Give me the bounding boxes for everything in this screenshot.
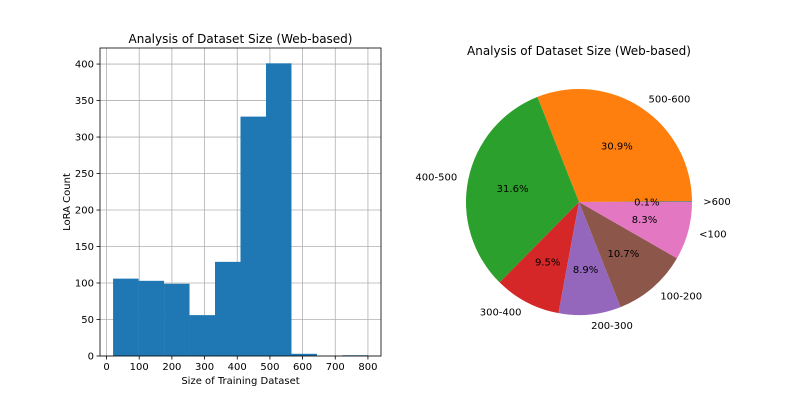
x-tick-label-0: 0 bbox=[103, 362, 109, 373]
pie-slice-4 bbox=[558, 202, 621, 315]
x-tick-label-6: 600 bbox=[293, 362, 312, 373]
y-tick-label-1: 50 bbox=[81, 315, 94, 326]
pie-chart: Analysis of Dataset Size (Web-based) >60… bbox=[415, 44, 730, 332]
histogram-chart: Analysis of Dataset Size (Web-based) 0 10… bbox=[62, 32, 382, 387]
x-tick-label-7: 700 bbox=[326, 362, 345, 373]
x-tick-label-8: 800 bbox=[358, 362, 377, 373]
pie-percentage-4: 8.9% bbox=[573, 265, 598, 276]
pie-label-1: 500-600 bbox=[649, 94, 691, 105]
histogram-plot-frame bbox=[99, 47, 382, 357]
pie-slice-1 bbox=[537, 89, 692, 202]
histogram-bars bbox=[113, 63, 368, 357]
pie-label-0: >600 bbox=[703, 197, 730, 208]
pie-percentages: 0.1% 30.9% 31.6% 9.5% 8.9% 10.7% 8.3% bbox=[497, 141, 660, 276]
histogram-y-axis-label: LoRA Count bbox=[62, 173, 73, 231]
pie-slice-2 bbox=[466, 96, 579, 283]
pie-slices bbox=[466, 89, 692, 315]
histogram-bar-2 bbox=[164, 283, 190, 356]
histogram-bar-3 bbox=[189, 315, 216, 356]
pie-percentage-6: 8.3% bbox=[632, 215, 657, 226]
histogram-x-ticks: 0 100 200 300 400 500 600 700 800 bbox=[103, 356, 377, 373]
y-tick-label-0: 0 bbox=[88, 352, 94, 363]
pie-slice-3 bbox=[499, 202, 579, 314]
histogram-bar-6 bbox=[265, 63, 292, 356]
pie-percentage-3: 9.5% bbox=[535, 258, 560, 269]
pie-title: Analysis of Dataset Size (Web-based) bbox=[467, 44, 691, 58]
pie-percentage-5: 10.7% bbox=[607, 249, 639, 260]
histogram-x-axis-label: Size of Training Dataset bbox=[181, 376, 299, 387]
pie-label-3: 300-400 bbox=[480, 308, 522, 319]
x-tick-label-5: 500 bbox=[260, 362, 279, 373]
x-tick-label-1: 100 bbox=[130, 362, 149, 373]
pie-percentage-2: 31.6% bbox=[497, 184, 529, 195]
pie-labels: >600 500-600 400-500 300-400 200-300 100-200 <… bbox=[415, 94, 730, 332]
pie-slice-6 bbox=[579, 202, 692, 259]
pie-label-5: 100-200 bbox=[660, 292, 702, 303]
histogram-bar-1 bbox=[138, 280, 165, 356]
pie-slice-0 bbox=[579, 201, 692, 202]
y-tick-label-4: 200 bbox=[75, 206, 94, 217]
y-tick-label-5: 250 bbox=[75, 169, 94, 180]
histogram-title: Analysis of Dataset Size (Web-based) bbox=[129, 32, 353, 46]
y-tick-label-6: 300 bbox=[75, 133, 94, 144]
y-tick-label-8: 400 bbox=[75, 60, 94, 71]
y-tick-label-3: 150 bbox=[75, 242, 94, 253]
y-tick-label-2: 100 bbox=[75, 279, 94, 290]
histogram-bar-7 bbox=[291, 353, 317, 356]
histogram-y-ticks: 0 50 100 150 200 250 300 350 400 bbox=[75, 60, 100, 363]
histogram-bar-4 bbox=[215, 261, 241, 356]
pie-label-2: 400-500 bbox=[415, 173, 457, 184]
pie-percentage-1: 30.9% bbox=[601, 141, 633, 152]
y-tick-label-7: 350 bbox=[75, 96, 94, 107]
pie-label-6: <100 bbox=[699, 230, 726, 241]
histogram-bar-5 bbox=[240, 116, 266, 357]
histogram-bar-0 bbox=[113, 278, 139, 356]
x-tick-label-2: 200 bbox=[162, 362, 181, 373]
pie-label-4: 200-300 bbox=[591, 321, 633, 332]
pie-percentage-0: 0.1% bbox=[634, 197, 659, 208]
x-tick-label-3: 300 bbox=[195, 362, 214, 373]
x-tick-label-4: 400 bbox=[228, 362, 247, 373]
pie-slice-5 bbox=[579, 202, 677, 308]
